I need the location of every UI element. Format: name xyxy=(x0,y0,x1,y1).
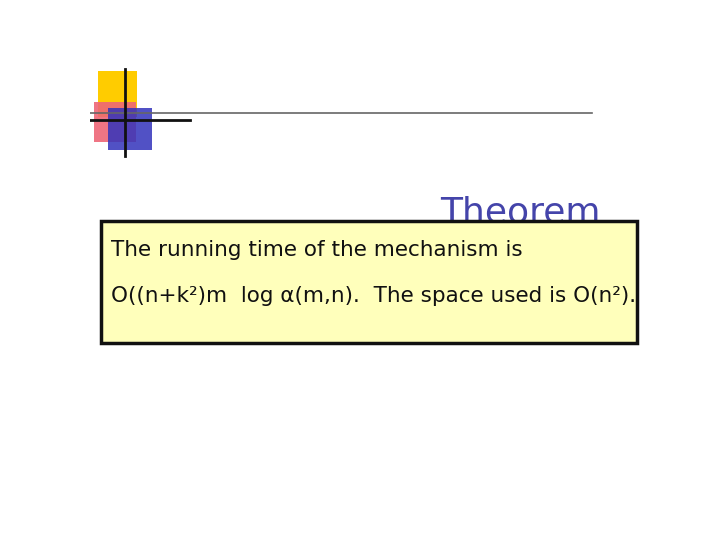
FancyBboxPatch shape xyxy=(94,102,136,141)
FancyBboxPatch shape xyxy=(101,221,637,343)
FancyBboxPatch shape xyxy=(99,71,138,117)
Text: Theorem: Theorem xyxy=(440,195,600,230)
FancyBboxPatch shape xyxy=(108,109,153,150)
Text: O((n+k²)m  log α(m,n).  The space used is O(n²).: O((n+k²)m log α(m,n). The space used is … xyxy=(111,286,636,306)
Text: The running time of the mechanism is: The running time of the mechanism is xyxy=(111,240,523,260)
